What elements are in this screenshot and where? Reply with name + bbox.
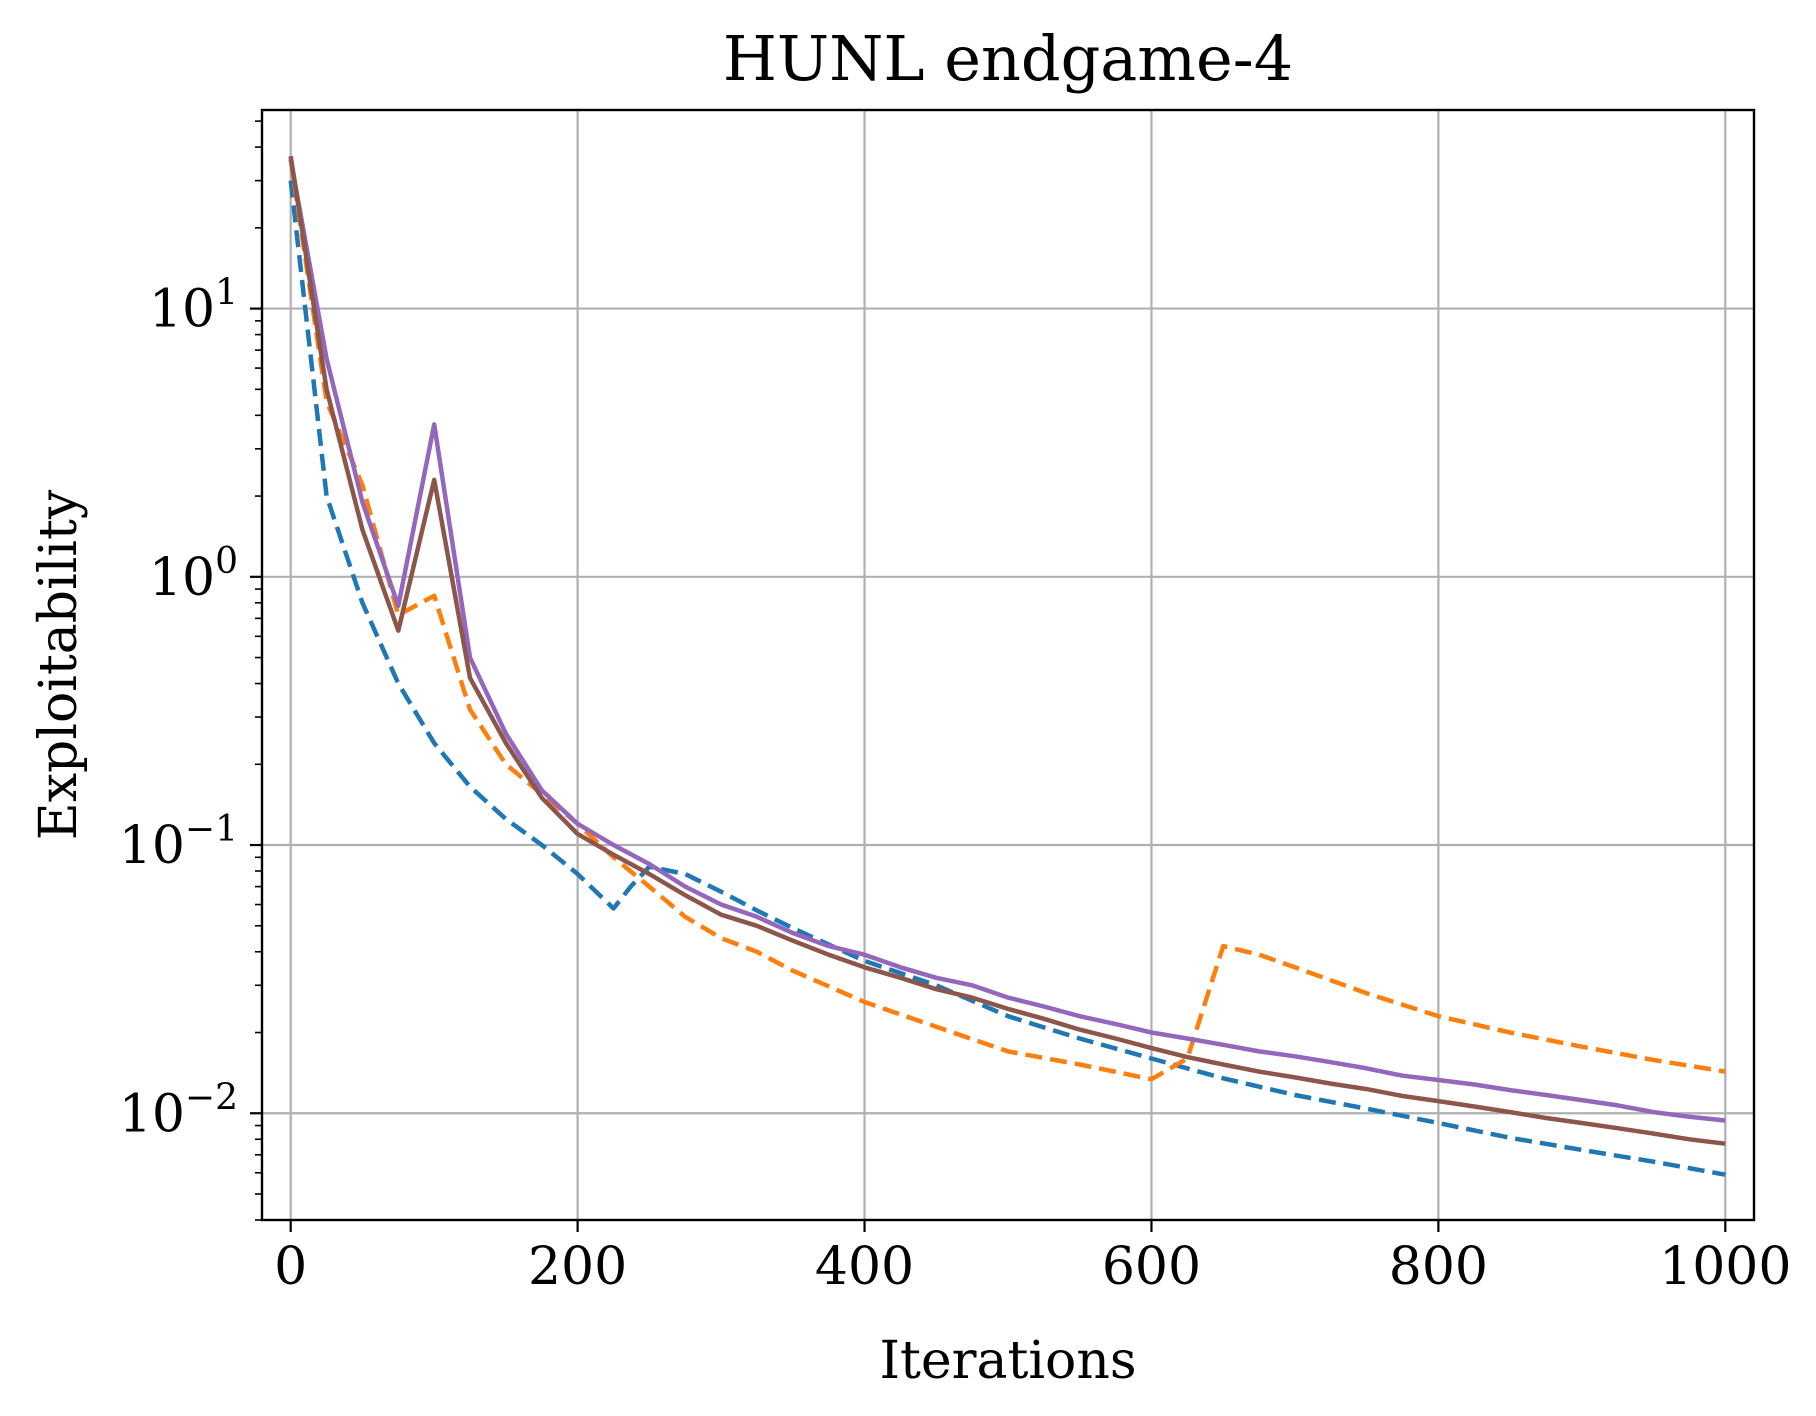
x-tick-label: 800	[1389, 1237, 1488, 1297]
y-tick-label: 101	[149, 273, 238, 340]
y-tick-label: 100	[149, 541, 238, 608]
x-tick-label: 200	[528, 1237, 627, 1297]
ticks: 0 200 400 600 800 1000 101 100 10−1 10−2	[119, 120, 1791, 1297]
x-tick-label: 600	[1102, 1237, 1201, 1297]
series-line-4	[288, 155, 1726, 1146]
x-tick-label: 1000	[1659, 1237, 1791, 1297]
x-axis-label: Iterations	[879, 1331, 1136, 1391]
series-group	[288, 155, 1726, 1177]
x-tick-label: 400	[815, 1237, 914, 1297]
x-tick-label: 0	[274, 1237, 307, 1297]
plot-frame	[260, 108, 1756, 1222]
series-line-3	[288, 159, 1726, 1123]
y-tick-label: 10−2	[119, 1077, 238, 1144]
y-tick-label: 10−1	[119, 809, 238, 876]
series-line-2	[288, 159, 1726, 1082]
chart-title: HUNL endgame-4	[723, 22, 1293, 95]
y-axis-label: Exploitability	[29, 489, 89, 840]
series-line-1	[288, 180, 1726, 1177]
